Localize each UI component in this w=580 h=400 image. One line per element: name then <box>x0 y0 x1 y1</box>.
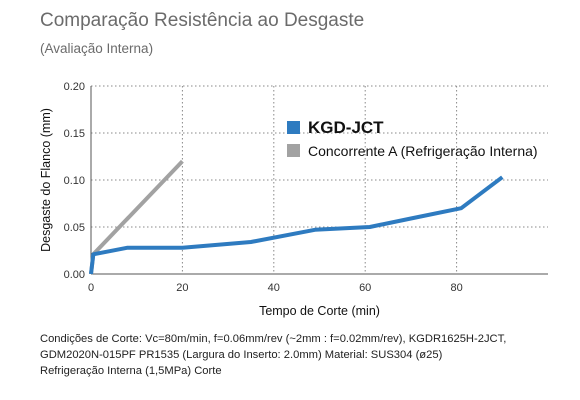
y-tick-label: 0.05 <box>64 222 85 234</box>
legend-swatch <box>287 121 300 134</box>
x-tick-label: 20 <box>176 282 188 294</box>
x-axis-label: Tempo de Corte (min) <box>259 304 380 318</box>
x-tick-label: 0 <box>88 282 94 294</box>
legend-swatch <box>287 144 300 157</box>
y-axis-label: Desgaste do Flanco (mm) <box>39 108 53 252</box>
y-tick-label: 0.20 <box>64 81 85 93</box>
series-line <box>89 159 184 275</box>
chart-title: Comparação Resistência ao Desgaste <box>40 10 365 31</box>
x-tick-label: 80 <box>450 282 462 294</box>
x-tick-label: 40 <box>268 282 280 294</box>
cutting-conditions-note: Condições de Corte: Vc=80m/min, f=0.06mm… <box>40 331 570 379</box>
legend-label: Concorrente A (Refrigeração Interna) <box>308 143 538 159</box>
chart-subtitle: (Avaliação Interna) <box>40 41 154 56</box>
y-tick-label: 0.00 <box>64 269 85 281</box>
note-line: GDM2020N-015PF PR1535 (Largura do Insert… <box>40 349 443 361</box>
legend: KGD-JCT Concorrente A (Refrigeração Inter… <box>287 118 538 159</box>
y-tick-label: 0.15 <box>64 128 85 140</box>
note-line: Refrigeração Interna (1,5MPa) Corte <box>40 365 222 377</box>
wear-chart: 0.00 0.05 0.10 0.15 0.20 0 20 40 60 80 Tempo de Co… <box>39 81 548 318</box>
series-line <box>89 175 504 275</box>
axes: 0.00 0.05 0.10 0.15 0.20 0 20 40 60 80 Tempo de Co… <box>39 81 548 318</box>
x-tick-label: 60 <box>359 282 371 294</box>
series-lines <box>89 159 504 275</box>
note-line: Condições de Corte: Vc=80m/min, f=0.06mm… <box>40 333 507 345</box>
y-tick-label: 0.10 <box>64 175 85 187</box>
legend-label: KGD-JCT <box>308 118 384 137</box>
